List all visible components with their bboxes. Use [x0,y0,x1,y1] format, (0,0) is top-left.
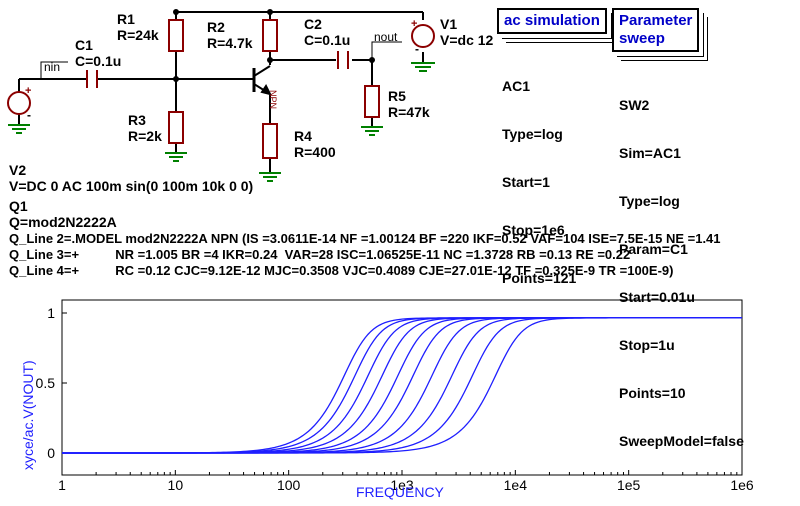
y-tick-label: 1 [47,305,55,321]
ac-sim-param: Start=1 [502,174,550,190]
c1-label: C1 C=0.1u [75,37,122,69]
series-lines [62,317,742,454]
y-tick-label: 0.5 [36,375,56,391]
c2-label: C2 C=0.1u [304,16,351,48]
x-tick-label: 100 [277,477,301,493]
sweep-param: Param=C1 [619,241,688,257]
ac-simulation-block[interactable]: ac simulation [497,8,607,34]
npn-label: NPN [268,90,278,110]
sweep-name: SW2 [619,97,650,113]
npn-transistor-symbol [252,65,272,96]
v2-minus-mark: - [27,108,31,122]
v1-plus-mark: + [411,18,418,30]
r1-label: R1 R=24k [117,11,159,43]
x-tick-label: 1e4 [504,477,528,493]
resistors [168,19,380,159]
ac-sim-name: AC1 [502,78,531,94]
voltage-sources [7,24,435,115]
y-tick-label: 0 [47,445,55,461]
x-tick-label: 10 [168,477,184,493]
chart: 1 10 100 1e3 1e4 1e5 1e6 0 0.5 1 [36,299,754,493]
ground-symbols [8,62,435,182]
parameter-sweep-title-1: Parameter [619,12,693,29]
v2-plus-mark: + [25,85,32,97]
sweep-param: Type=log [619,193,680,209]
ac-simulation-title: ac simulation [504,12,600,29]
v2-label: V2 V=DC 0 AC 100m sin(0 100m 10k 0 0) [9,162,254,194]
x-axis-ticks: 1 10 100 1e3 1e4 1e5 1e6 [58,470,754,493]
sweep-param: Stop=1u [619,337,675,353]
sweep-param: Points=10 [619,385,686,401]
ac-simulation-params: AC1 Type=log Start=1 Stop=1e6 Points=121 [502,46,576,302]
x-tick-label: 1e6 [730,477,754,493]
y-axis-label: xyce/ac.V(NOUT) [20,360,36,470]
v1-minus-mark: - [415,42,419,56]
node-label-flags [40,41,402,79]
parameter-sweep-title-2: sweep [619,30,665,47]
q-line-2: Q_Line 2=.MODEL mod2N2222A NPN (IS =3.06… [9,231,721,246]
parameter-sweep-params: SW2 Sim=AC1 Type=log Param=C1 Start=0.01… [619,65,744,465]
q-line-3: Q_Line 3=+ NR =1.005 BR =4 IKR=0.24 VAR=… [9,247,631,262]
sweep-param: Start=0.01u [619,289,695,305]
q1-label: Q1 Q=mod2N2222A [9,198,117,230]
x-tick-label: 1 [58,477,66,493]
x-tick-label: 1e5 [617,477,641,493]
ac-sim-param: Type=log [502,126,563,142]
capacitors [86,51,349,88]
r5-label: R5 R=47k [388,88,430,120]
nout-node-label: nout [374,30,398,44]
series-line-10 [62,317,742,454]
nin-node-label: nin [44,60,61,74]
ac-sim-param: Points=121 [502,270,577,286]
x-tick-label: 1e3 [390,477,414,493]
r4-label: R4 R=400 [294,128,336,160]
r2-label: R2 R=4.7k [207,19,253,51]
v1-label: V1 V=dc 12 [440,16,494,48]
sweep-param: SweepModel=false [619,433,744,449]
x-axis-label: FREQUENCY [356,484,444,500]
parameter-sweep-block[interactable]: Parameter sweep [612,8,700,52]
ac-sim-param: Stop=1e6 [502,222,565,238]
r3-label: R3 R=2k [128,112,162,144]
sweep-param: Sim=AC1 [619,145,681,161]
q-line-4: Q_Line 4=+ RC =0.12 CJC=9.12E-12 MJC=0.3… [9,263,674,278]
